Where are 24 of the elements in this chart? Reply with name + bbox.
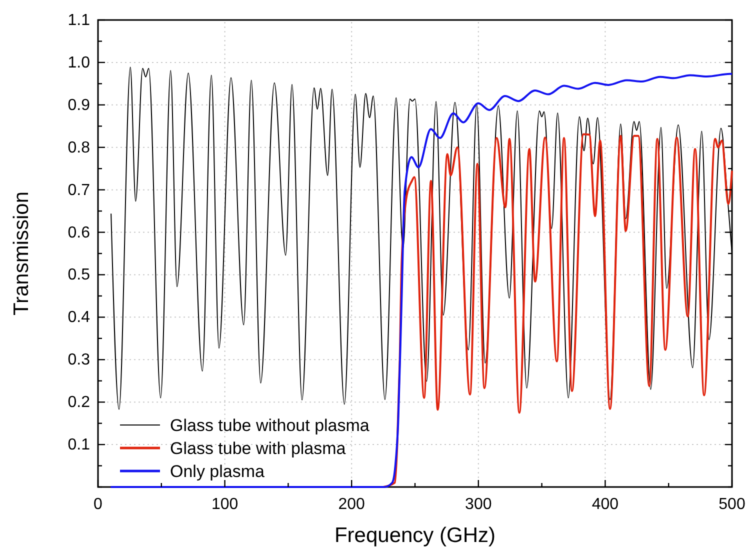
x-axis-title: Frequency (GHz) bbox=[334, 524, 496, 547]
x-tick-label: 0 bbox=[94, 496, 103, 513]
y-tick-label: 1.0 bbox=[68, 54, 90, 72]
legend-label: Glass tube without plasma bbox=[170, 416, 370, 435]
legend-label: Only plasma bbox=[170, 462, 266, 481]
y-tick-label: 0.4 bbox=[68, 309, 90, 326]
y-tick-label: 0.6 bbox=[68, 224, 90, 242]
y-tick-label: 1.1 bbox=[68, 12, 90, 29]
legend-label: Glass tube with plasma bbox=[170, 439, 346, 458]
y-tick-label: 0.3 bbox=[68, 352, 90, 369]
y-axis-title: Transmission bbox=[10, 191, 33, 316]
y-tick-label: 0.9 bbox=[68, 96, 90, 114]
x-tick-label: 300 bbox=[465, 496, 492, 513]
y-tick-label: 0.7 bbox=[68, 182, 90, 199]
y-tick-label: 0.5 bbox=[68, 266, 90, 284]
x-tick-label: 200 bbox=[338, 496, 366, 513]
x-tick-label: 500 bbox=[718, 496, 746, 513]
y-tick-label: 0.2 bbox=[68, 394, 90, 412]
x-tick-label: 100 bbox=[211, 496, 238, 513]
y-tick-label: 0.1 bbox=[68, 436, 90, 454]
line-series bbox=[110, 72, 733, 488]
line-series bbox=[382, 133, 733, 488]
x-tick-label: 400 bbox=[592, 496, 619, 513]
y-tick-label: 0.8 bbox=[68, 139, 90, 156]
